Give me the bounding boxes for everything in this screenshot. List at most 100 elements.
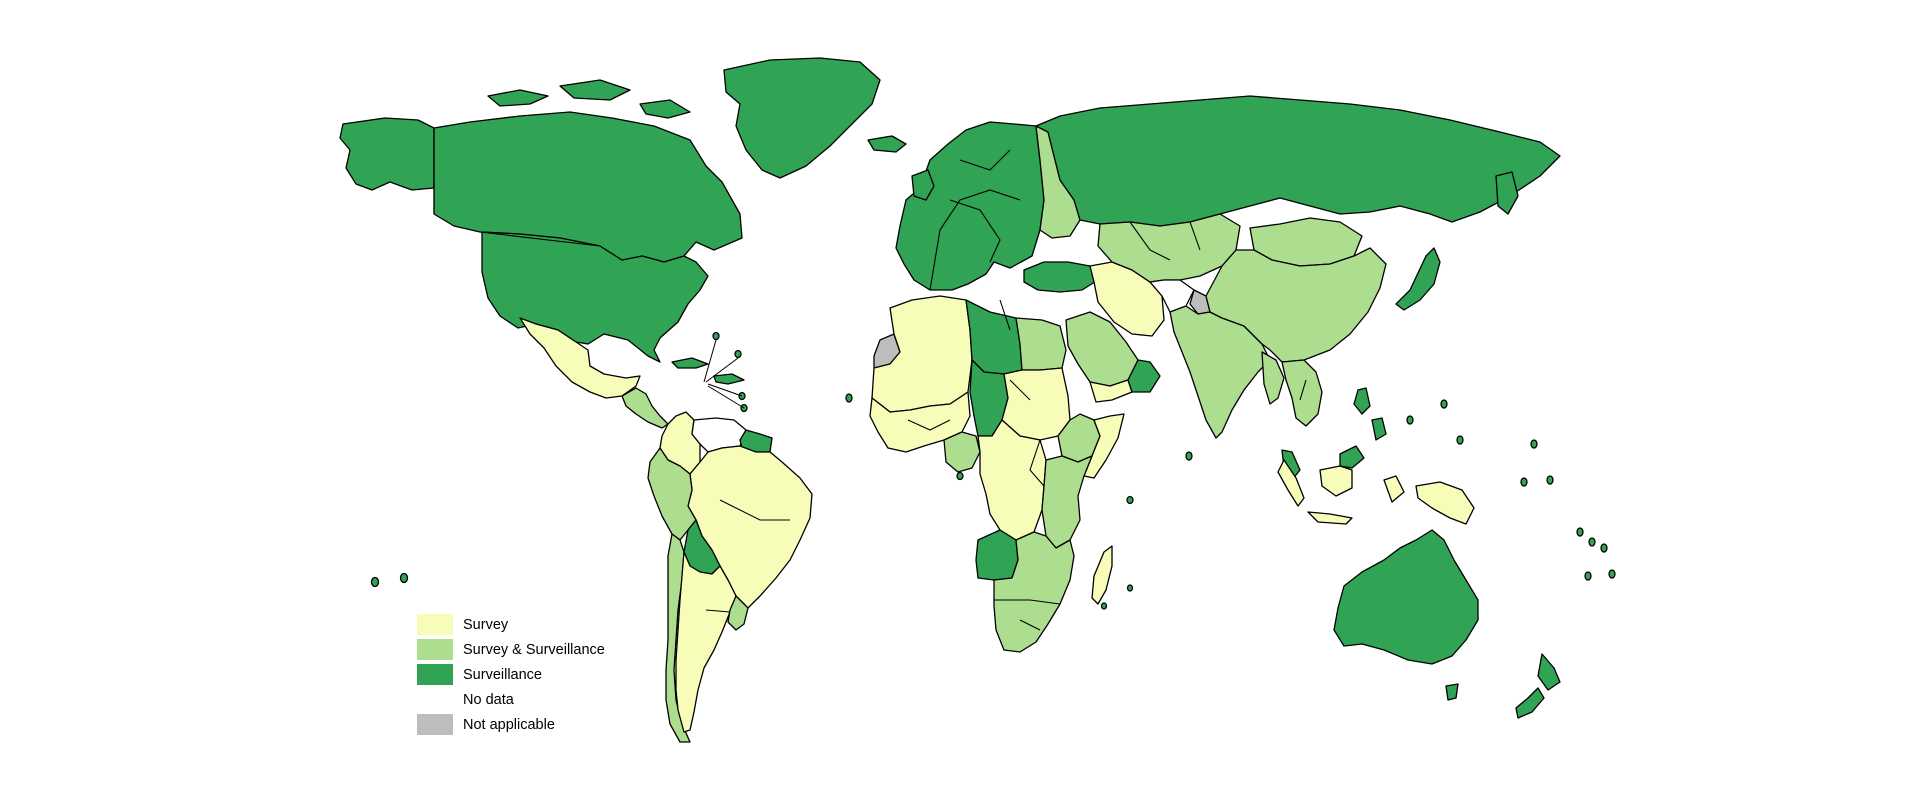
island-marker — [1546, 475, 1554, 485]
region-japan — [1395, 247, 1441, 311]
country-border — [1009, 379, 1031, 401]
country-border — [1129, 221, 1171, 261]
legend-swatch — [417, 664, 453, 685]
island-marker — [712, 331, 720, 341]
region-russia — [1495, 171, 1519, 215]
island-marker — [1608, 569, 1616, 579]
legend-label: Survey & Surveillance — [463, 641, 605, 658]
island-marker — [1185, 451, 1193, 461]
island-marker — [1584, 571, 1592, 581]
country-border — [907, 419, 951, 431]
region-afghanistan — [1149, 279, 1195, 313]
country-border — [929, 189, 1021, 291]
leader-line — [705, 357, 739, 383]
region-argentina — [675, 551, 737, 733]
region-central-america — [621, 387, 669, 429]
country-border — [719, 499, 790, 521]
island-marker — [734, 349, 742, 359]
country-border — [705, 609, 731, 613]
leader-line — [707, 383, 743, 397]
region-australia — [1333, 529, 1479, 665]
island-marker — [1576, 527, 1584, 537]
country-border — [994, 599, 1061, 605]
region-oman — [1127, 359, 1161, 393]
region-nigeria — [943, 431, 981, 473]
region-east-africa — [1041, 455, 1093, 549]
legend-label: No data — [463, 691, 514, 708]
country-border — [1189, 221, 1201, 251]
region-central-asia — [1097, 213, 1241, 283]
island-marker — [845, 393, 853, 403]
region-angola — [975, 529, 1019, 581]
island-marker — [1126, 584, 1134, 592]
country-border — [949, 199, 1001, 263]
region-europe — [911, 169, 935, 201]
region-caribbean — [671, 357, 709, 369]
region-malaysia — [1339, 445, 1365, 469]
legend-label: Survey — [463, 616, 509, 633]
legend-swatch — [417, 614, 453, 635]
border-layer — [433, 128, 1307, 631]
legend-item-surveillance: Surveillance — [417, 662, 605, 687]
region-alaska — [339, 117, 435, 191]
country-border — [1029, 439, 1045, 487]
region-papua-new-guinea — [1415, 481, 1475, 525]
island-marker — [1520, 477, 1528, 487]
region-russia — [1035, 95, 1561, 227]
land-layer — [339, 57, 1616, 743]
region-indonesia — [1383, 475, 1405, 503]
country-border — [479, 231, 601, 247]
island-marker — [1530, 439, 1538, 449]
island-marker — [1100, 602, 1108, 610]
island-marker — [1406, 415, 1414, 425]
legend-item-not-applicable: Not applicable — [417, 712, 605, 737]
region-indonesia — [1307, 511, 1353, 525]
region-uruguay — [727, 595, 749, 631]
region-south-east-asia — [1261, 351, 1285, 405]
region-china — [1205, 247, 1387, 363]
region-canada — [639, 99, 691, 119]
country-border — [959, 149, 1011, 171]
region-australia — [1445, 683, 1459, 701]
region-turkey — [1023, 261, 1099, 293]
country-border — [1299, 379, 1307, 401]
region-greenland — [723, 57, 881, 179]
region-canada — [487, 89, 549, 107]
legend-swatch — [417, 639, 453, 660]
region-mexico — [519, 317, 641, 399]
region-new-zealand — [1537, 653, 1561, 691]
country-border — [1019, 619, 1041, 631]
legend: Survey Survey & Surveillance Surveillance N… — [417, 612, 605, 737]
legend-swatch — [417, 689, 453, 710]
region-central-africa — [977, 419, 1047, 541]
region-philippines — [1353, 387, 1371, 415]
legend-label: Not applicable — [463, 716, 555, 733]
region-caribbean — [713, 373, 745, 385]
island-marker — [370, 576, 380, 588]
island-marker — [399, 572, 409, 584]
island-marker — [1126, 495, 1134, 505]
region-somalia — [1083, 413, 1125, 479]
region-europe — [895, 121, 1045, 291]
legend-label: Surveillance — [463, 666, 542, 683]
region-southern-africa — [993, 531, 1075, 653]
legend-item-survey-and-surveillance: Survey & Surveillance — [417, 637, 605, 662]
legend-item-no-data: No data — [417, 687, 605, 712]
island-marker — [1588, 537, 1596, 547]
region-indonesia — [1277, 459, 1305, 507]
island-marker — [956, 471, 964, 481]
island-marker — [1440, 399, 1448, 409]
island-marker — [1456, 435, 1464, 445]
island-marker — [1600, 543, 1608, 553]
region-new-zealand — [1515, 687, 1545, 719]
region-philippines — [1371, 417, 1387, 441]
legend-item-survey: Survey — [417, 612, 605, 637]
region-canada — [433, 111, 743, 265]
region-egypt — [1015, 317, 1067, 371]
region-madagascar — [1091, 545, 1113, 605]
region-canada — [559, 79, 631, 101]
legend-swatch — [417, 714, 453, 735]
region-indonesia — [1319, 465, 1353, 497]
leader-line — [703, 339, 717, 383]
